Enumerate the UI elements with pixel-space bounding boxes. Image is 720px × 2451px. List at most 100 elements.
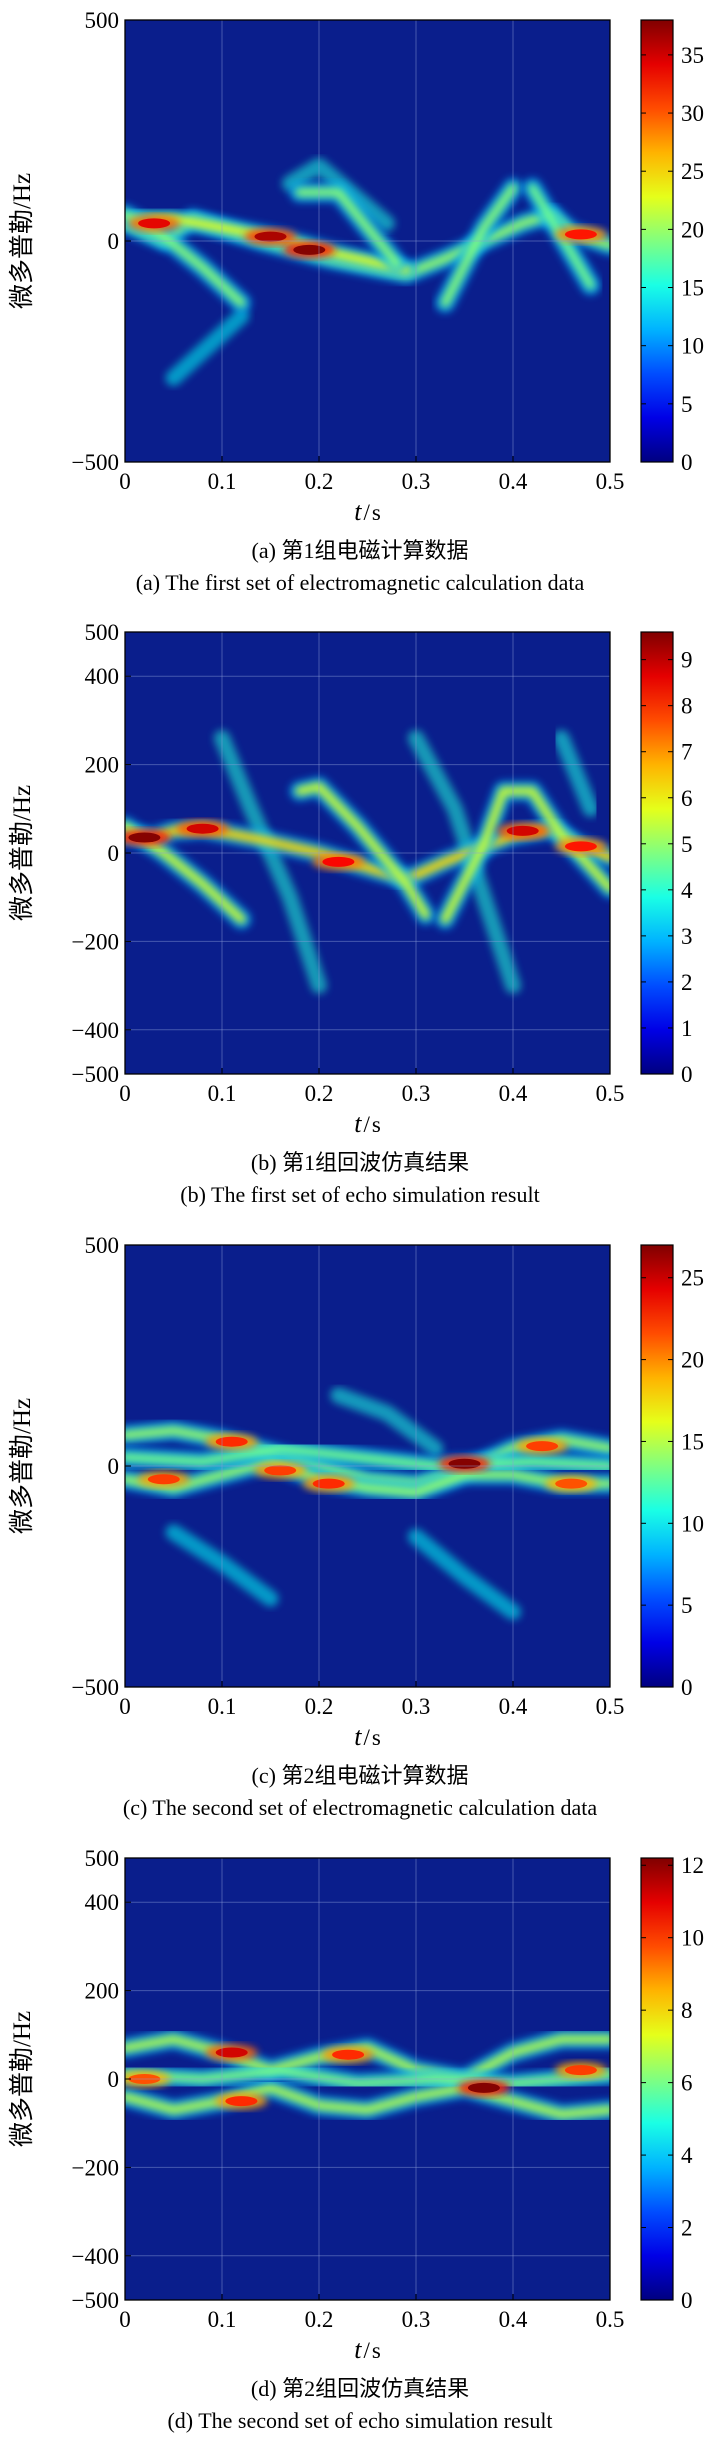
- x-axis-variable: t: [354, 1722, 362, 1751]
- x-axis-separator: /: [363, 1112, 370, 1137]
- x-axis-unit: s: [372, 1725, 381, 1750]
- x-tick-label: 0.4: [499, 469, 528, 494]
- ridge-core: [295, 187, 402, 268]
- x-tick-label: 0.5: [596, 469, 625, 494]
- y-axis-label: 微多普勒/Hz: [8, 1398, 36, 1534]
- ridge-core: [125, 2034, 610, 2084]
- colorbar-tick-label: 35: [681, 43, 704, 68]
- y-tick-label: 500: [85, 1846, 120, 1871]
- x-tick-label: 0.2: [305, 2307, 334, 2332]
- y-tick-label: 200: [85, 753, 120, 778]
- spectrogram-figure: 0 0.1 0.2 0.3 0.4 0.5 −500 −400 −200 0 200 400 500 t/…: [8, 620, 693, 1138]
- x-tick-label: 0.2: [305, 1081, 334, 1106]
- x-tick-label: 0.4: [499, 1081, 528, 1106]
- hotspot-core: [564, 2065, 597, 2076]
- y-tick-label: 500: [85, 8, 120, 33]
- y-tick-label: −500: [72, 2288, 119, 2313]
- x-axis-label: t/s: [354, 1109, 381, 1138]
- y-tick-label: −200: [72, 929, 119, 954]
- y-tick-label: −500: [72, 450, 119, 475]
- colorbar-tick-label: 0: [681, 1675, 693, 1700]
- colorbar-tick-label: 5: [681, 1593, 693, 1618]
- hotspot-core: [138, 218, 171, 229]
- colorbar-tick-label: 6: [681, 2071, 693, 2096]
- panel-d: 0 0.1 0.2 0.3 0.4 0.5 −500 −400 −200 0 200 400 500 t/…: [0, 1838, 720, 2450]
- hotspot-core: [293, 244, 326, 255]
- x-tick-label: 0.2: [305, 1694, 334, 1719]
- x-axis-separator: /: [363, 500, 370, 525]
- y-tick-label: −400: [72, 1018, 119, 1043]
- ridge-core: [125, 1457, 610, 1497]
- x-tick-label: 0.5: [596, 1694, 625, 1719]
- x-tick-label: 0: [119, 1694, 131, 1719]
- colorbar-tick-label: 25: [681, 1266, 704, 1291]
- y-tick-label: 400: [85, 664, 120, 689]
- caption-cn: (d) 第2组回波仿真结果: [250, 2376, 470, 2401]
- ridge-core: [295, 782, 431, 920]
- ridge-core: [125, 2065, 610, 2088]
- colorbar-tick-label: 20: [681, 217, 704, 242]
- colorbar: [640, 1857, 674, 2301]
- y-tick-label: 0: [108, 2067, 120, 2092]
- plot-area: [125, 1872, 610, 2286]
- y-tick-label: −400: [72, 2244, 119, 2269]
- spectrogram-figure: 0 0.1 0.2 0.3 0.4 0.5−5000500t/s微多普勒/Hz051015…: [8, 1233, 704, 1751]
- colorbar-tick-label: 0: [681, 450, 693, 475]
- x-tick-label: 0.4: [499, 2307, 528, 2332]
- x-tick-label: 0.3: [402, 1081, 431, 1106]
- ghost-trace: [281, 157, 395, 232]
- x-axis-label: t/s: [354, 497, 381, 526]
- colorbar-tick-label: 5: [681, 392, 693, 417]
- ridge-core: [125, 2083, 610, 2119]
- x-axis-variable: t: [354, 1109, 362, 1138]
- y-axis-label: 微多普勒/Hz: [8, 785, 36, 921]
- panel-b: 0 0.1 0.2 0.3 0.4 0.5 −500 −400 −200 0 200 400 500 t/…: [0, 612, 720, 1224]
- colorbar-tick-label: 3: [681, 924, 693, 949]
- hotspot-core: [225, 2096, 258, 2107]
- y-tick-label: 500: [85, 620, 120, 645]
- y-tick-label: 0: [108, 841, 120, 866]
- caption-cn: (a) 第1组电磁计算数据: [251, 538, 469, 563]
- hotspot-core: [467, 2082, 500, 2093]
- x-tick-label: 0: [119, 469, 131, 494]
- spectrogram-figure: 0 0.1 0.2 0.3 0.4 0.5 −500 −400 −200 0 200 400 500 t/…: [8, 1846, 704, 2364]
- y-tick-label: 400: [85, 1890, 120, 1915]
- x-tick-label: 0.3: [402, 2307, 431, 2332]
- colorbar-tick-label: 4: [681, 878, 693, 903]
- colorbar-tick-label: 8: [681, 1998, 693, 2023]
- x-tick-label: 0.3: [402, 469, 431, 494]
- ghost-trace: [330, 1387, 444, 1457]
- caption-en: (d) The second set of echo simulation re…: [167, 2408, 553, 2433]
- plot-area: [125, 1387, 610, 1620]
- y-tick-label: −500: [72, 1062, 119, 1087]
- colorbar-tick-label: 7: [681, 740, 693, 765]
- ghost-trace: [214, 730, 327, 994]
- panel-a: 0 0.1 0.2 0.3 0.4 0.5 −500 0 500 t/s 微多普勒/Hz 0 5 10 15…: [0, 0, 720, 612]
- hotspot-core: [254, 231, 287, 242]
- colorbar-tick-label: 25: [681, 159, 704, 184]
- colorbar-tick-label: 1: [681, 1016, 693, 1041]
- colorbar-tick-label: 15: [681, 276, 704, 301]
- ghost-trace: [553, 730, 599, 817]
- colorbar-tick-label: 12: [681, 1853, 704, 1878]
- x-tick-label: 0.1: [208, 1081, 237, 1106]
- colorbar-tick-label: 4: [681, 2143, 693, 2168]
- hotspot-core: [147, 1474, 180, 1485]
- colorbar-tick-label: 10: [681, 1926, 704, 1951]
- y-tick-label: 0: [108, 1454, 120, 1479]
- spectrogram-figure: 0 0.1 0.2 0.3 0.4 0.5−5000500t/s微多普勒/Hz051015…: [8, 8, 704, 526]
- colorbar-tick-label: 10: [681, 334, 704, 359]
- hotspot-core: [186, 823, 219, 834]
- hotspot-core: [215, 2047, 248, 2058]
- hotspot-core: [555, 1478, 588, 1489]
- colorbar-tick-label: 6: [681, 786, 693, 811]
- x-tick-label: 0.2: [305, 469, 334, 494]
- x-tick-label: 0.1: [208, 469, 237, 494]
- colorbar-tick-label: 0: [681, 2288, 693, 2313]
- y-tick-label: 0: [108, 229, 120, 254]
- hotspot-core: [506, 825, 539, 836]
- colorbar-tick-label: 0: [681, 1062, 693, 1087]
- x-tick-label: 0.5: [596, 2307, 625, 2332]
- x-axis-label: t/s: [354, 1722, 381, 1751]
- colorbar-tick-label: 20: [681, 1348, 704, 1373]
